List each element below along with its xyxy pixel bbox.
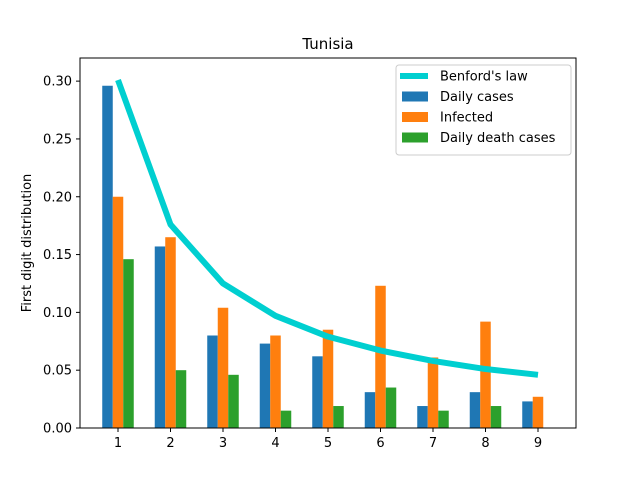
y-tick-label: 0.30 [43,75,72,90]
y-tick-label: 0.05 [43,364,72,379]
x-tick-label: 7 [429,436,437,451]
legend: Benford's law Daily cases Infected Daily de… [395,64,572,156]
bar-infected-4 [270,335,281,428]
legend-label-infected: Infected [440,111,493,126]
x-tick-label: 6 [376,436,384,451]
x-tick-label: 5 [324,436,332,451]
y-tick-label: 0.10 [43,306,72,321]
bar-daily-cases-9 [522,401,533,428]
bar-daily-death-cases-3 [228,374,239,428]
y-axis: 0.00 0.05 0.10 0.15 0.20 0.25 0.30 [43,75,80,437]
bar-daily-cases-4 [259,343,271,428]
x-tick-label: 1 [114,436,122,451]
x-tick-label: 4 [271,436,279,451]
legend-label-daily-death-cases: Daily death cases [440,131,556,146]
legend-swatch-infected [402,112,428,122]
y-axis-label: First digit distribution [20,174,35,313]
x-tick-label: 3 [219,436,227,451]
legend-swatch-daily-death-cases [402,132,428,143]
bar-daily-cases-6 [364,392,376,428]
bar-infected-9 [532,396,544,428]
legend-box [395,64,572,156]
bars-layer [102,85,544,428]
bar-daily-cases-3 [207,335,218,428]
bar-daily-death-cases-4 [280,410,292,428]
line-benford-s-law [115,78,539,378]
bar-infected-6 [375,285,386,428]
legend-label-daily-cases: Daily cases [440,90,514,105]
bar-daily-cases-2 [154,246,166,428]
bar-infected-3 [217,307,229,428]
y-tick-label: 0.25 [43,132,72,147]
bar-daily-cases-8 [469,392,481,428]
bar-daily-cases-7 [417,406,428,428]
bar-daily-death-cases-2 [175,370,187,428]
legend-label-benford-s-law: Benford's law [440,70,528,85]
bar-daily-cases-1 [102,85,113,428]
y-tick-label: 0.00 [43,422,72,437]
y-tick-label: 0.15 [43,248,72,263]
bar-infected-2 [165,237,176,428]
bar-daily-cases-5 [312,356,323,428]
y-tick-label: 0.20 [43,190,72,205]
bar-infected-5 [322,329,334,428]
chart-title: Tunisia [301,35,353,53]
bar-daily-death-cases-8 [490,406,502,428]
bar-infected-7 [427,357,439,428]
legend-swatch-daily-cases [402,91,428,102]
x-tick-label: 9 [534,436,542,451]
bar-daily-death-cases-1 [123,259,134,428]
x-tick-label: 2 [166,436,174,451]
lines-layer [115,78,539,378]
bar-infected-8 [480,321,491,428]
bar-daily-death-cases-6 [385,387,397,428]
x-axis: 1 2 3 4 5 6 7 8 9 [114,428,542,451]
bar-daily-death-cases-5 [333,406,344,428]
bar-infected-1 [112,196,124,428]
bar-daily-death-cases-7 [438,410,449,428]
x-tick-label: 8 [481,436,489,451]
